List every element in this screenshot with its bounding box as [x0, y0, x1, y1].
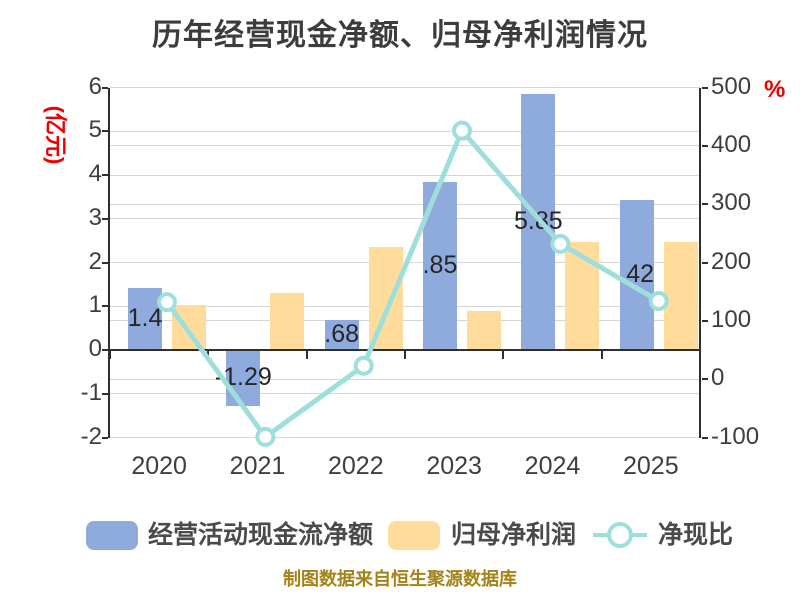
legend-swatch-operating-cash — [86, 521, 138, 550]
right-axis-unit-label: % — [764, 76, 786, 103]
right-axis-tick — [702, 319, 708, 322]
grid-line — [110, 174, 700, 176]
x-axis-tick — [502, 350, 505, 359]
bar-operating-cash-flow — [226, 350, 261, 407]
grid-line — [110, 203, 700, 205]
bar-operating-cash-flow — [128, 288, 162, 350]
grid-line — [110, 320, 700, 322]
right-axis-tick-label: 100 — [711, 305, 752, 333]
chart-title: 历年经营现金净额、归母净利润情况 — [152, 19, 648, 52]
left-axis-tick — [102, 261, 108, 264]
left-axis-tick — [102, 436, 108, 439]
x-axis-tick — [305, 350, 308, 359]
x-axis-tick — [207, 350, 210, 359]
x-axis-tick — [109, 350, 111, 359]
left-axis-tick — [102, 392, 108, 395]
left-axis-tick-label: 0 — [88, 335, 102, 362]
bar-net-profit — [467, 310, 501, 350]
left-axis-tick-label: 6 — [88, 72, 102, 100]
right-axis-tick-label: 400 — [711, 130, 752, 158]
right-axis-tick — [702, 261, 708, 264]
left-axis-tick-label: 4 — [88, 160, 102, 187]
right-axis-tick-label: 200 — [711, 247, 752, 275]
legend-label-net-cash-ratio: 净现比 — [658, 521, 734, 549]
right-axis-tick — [702, 203, 708, 206]
grid-line — [110, 437, 700, 438]
x-axis-year-label: 2024 — [524, 452, 581, 480]
left-axis-tick-label: 5 — [88, 116, 102, 144]
grid-line — [110, 393, 700, 395]
net-cash-ratio-marker — [157, 292, 177, 313]
grid-line — [110, 378, 700, 380]
grid-line — [110, 218, 700, 220]
left-axis-tick — [102, 130, 108, 133]
bar-value-label: .68 — [324, 320, 360, 349]
right-axis-tick — [702, 378, 708, 381]
net-cash-ratio-marker — [452, 120, 472, 141]
bar-operating-cash-flow — [324, 320, 359, 350]
left-axis-tick-label: 3 — [88, 203, 102, 231]
right-axis-spine — [699, 87, 701, 438]
net-cash-ratio-marker — [550, 233, 571, 254]
data-source-caption: 制图数据来自恒生聚源数据库 — [283, 569, 517, 589]
grid-line — [110, 305, 700, 307]
legend-swatch-net-profit — [388, 521, 440, 550]
net-cash-ratio-marker — [353, 355, 374, 376]
bar-net-profit — [172, 304, 206, 350]
right-axis-tick-label: -100 — [711, 422, 760, 450]
left-axis-spine — [108, 87, 110, 438]
left-axis-tick — [102, 86, 108, 89]
x-axis-year-label: 2022 — [328, 452, 384, 480]
net-cash-ratio-line — [164, 128, 660, 440]
grid-line — [110, 130, 700, 132]
left-axis-tick — [102, 305, 108, 308]
x-axis-year-label: 2021 — [229, 452, 286, 480]
right-axis-tick — [702, 86, 708, 89]
net-cash-ratio-marker — [648, 291, 669, 311]
right-axis-tick — [702, 436, 708, 439]
left-axis-tick-label: -2 — [80, 422, 102, 450]
x-axis-tick — [600, 350, 603, 359]
bar-net-profit — [663, 241, 698, 350]
x-axis-year-label: 2025 — [623, 452, 679, 480]
right-axis-tick-label: 500 — [711, 72, 752, 100]
bar-net-profit — [270, 293, 305, 350]
net-cash-ratio-marker — [255, 426, 276, 447]
left-axis-tick-label: 2 — [88, 247, 102, 275]
right-axis-tick-label: 300 — [711, 189, 752, 217]
x-axis-year-label: 2020 — [131, 452, 187, 480]
bar-operating-cash-flow — [619, 200, 654, 350]
left-axis-tick — [102, 174, 108, 176]
x-axis-tick — [404, 350, 406, 359]
grid-line — [110, 87, 700, 88]
bar-value-label: 1.4 — [127, 304, 163, 333]
x-axis-year-label: 2023 — [426, 452, 482, 480]
bar-value-label: .85 — [422, 250, 458, 279]
left-axis-tick-label: -1 — [80, 378, 102, 406]
x-axis-tick — [699, 350, 701, 359]
right-axis-tick — [702, 144, 708, 147]
bar-net-profit — [368, 246, 403, 350]
legend-label-operating-cash: 经营活动现金流净额 — [148, 521, 374, 549]
left-axis-tick — [102, 349, 108, 351]
bar-net-profit — [565, 242, 600, 350]
right-axis-tick-label: 0 — [711, 364, 725, 392]
left-axis-tick-label: 1 — [88, 291, 102, 319]
legend-line-marker-icon — [607, 522, 633, 548]
legend-label-net-profit: 归母净利润 — [451, 521, 577, 549]
left-axis-tick — [102, 217, 108, 220]
grid-line — [110, 145, 700, 147]
